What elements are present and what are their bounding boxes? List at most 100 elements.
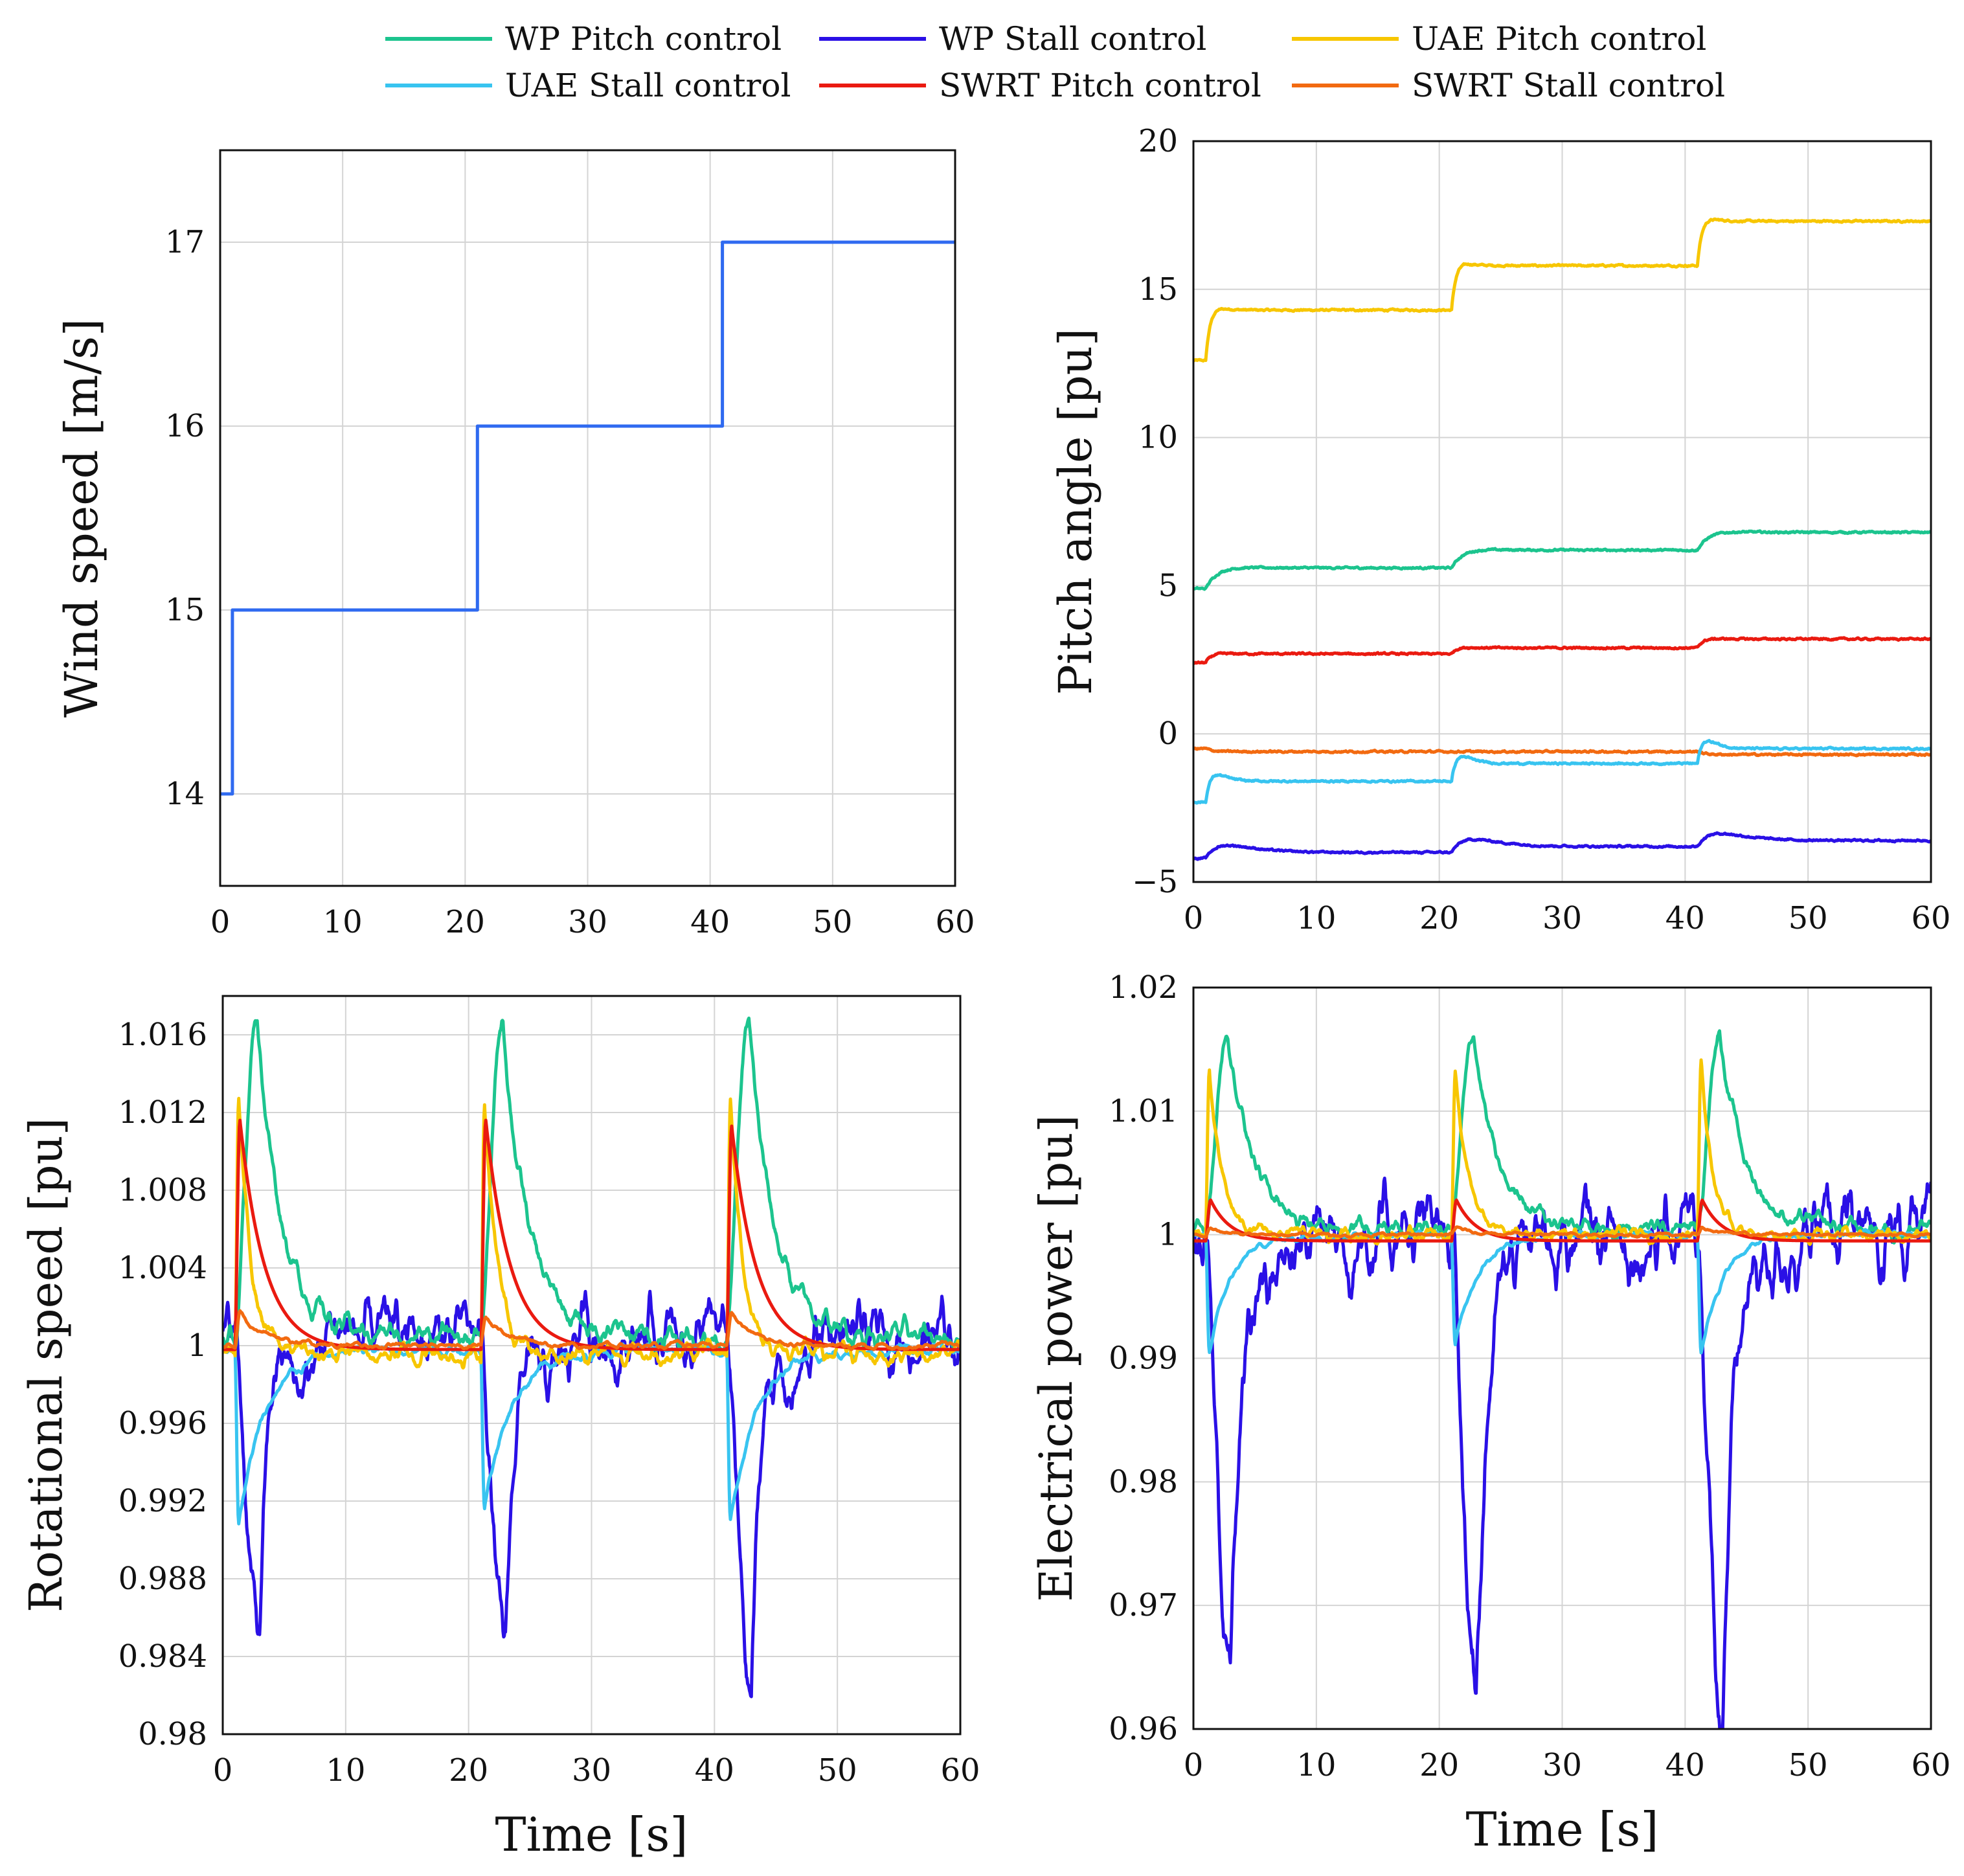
legend-label: WP Pitch control (505, 20, 782, 58)
plot-frame (1192, 140, 1932, 883)
x-tick-label: 40 (1665, 900, 1705, 936)
panel-wind: 0 10 20 30 40 50 60 14 15 16 17 Wind speed [m/s] (55, 149, 975, 940)
series-group (1193, 1029, 1931, 1729)
series-line (1193, 739, 1931, 805)
legend-label: SWRT Stall control (1412, 67, 1725, 104)
y-tick-label: 14 (165, 776, 205, 812)
y-tick-label: 1 (187, 1328, 207, 1364)
x-tick-label: 20 (1419, 1747, 1459, 1783)
x-tick-label: 30 (572, 1752, 611, 1789)
x-tick-label: 10 (323, 904, 363, 940)
x-tick-label: 30 (1542, 1747, 1582, 1783)
x-tick-label: 50 (813, 904, 852, 940)
x-tick-label: 60 (940, 1752, 980, 1789)
series-line (220, 240, 955, 796)
y-tick-label: 15 (165, 592, 205, 628)
x-tick-label: 60 (1911, 900, 1950, 936)
x-tick-label: 30 (568, 904, 607, 940)
y-tick-label: 1 (1158, 1217, 1178, 1253)
y-tick-label: 0.992 (119, 1483, 207, 1519)
y-tick-label: −5 (1132, 864, 1178, 900)
y-tick-label: 20 (1138, 123, 1178, 159)
y-tick-label: 1.008 (119, 1172, 207, 1208)
x-tick-label: 20 (446, 904, 485, 940)
plot-frame (1192, 986, 1932, 1730)
y-tick-label: 0.98 (1109, 1464, 1178, 1500)
legend: WP Pitch control WP Stall control UAE Pitc… (385, 20, 1725, 104)
plot-frame (219, 149, 956, 887)
legend-label: UAE Stall control (505, 67, 791, 104)
y-tick-label: 1.01 (1109, 1093, 1178, 1129)
legend-entry: SWRT Pitch control (819, 67, 1261, 104)
x-tick-label: 10 (1296, 900, 1336, 936)
y-tick-label: 0.996 (119, 1405, 207, 1441)
x-tick-label: 20 (1419, 900, 1459, 936)
legend-entry: WP Pitch control (385, 20, 782, 58)
legend-label: WP Stall control (939, 20, 1206, 58)
x-tick-label: 10 (1296, 1747, 1336, 1783)
y-tick-label: 1.02 (1109, 969, 1178, 1006)
x-tick-label: 20 (449, 1752, 488, 1789)
y-axis-title: Electrical power [pu] (1030, 1114, 1083, 1601)
x-tick-label: 0 (213, 1752, 233, 1789)
y-tick-label: 0.988 (119, 1561, 207, 1597)
series-line (1193, 529, 1931, 591)
y-tick-label: 1.016 (119, 1017, 207, 1053)
series-line (1193, 1225, 1931, 1239)
panel-power: 0 10 20 30 40 50 60 0.96 0.97 0.98 0.99 1 1.01 1.02 El… (1030, 969, 1951, 1857)
x-tick-label: 40 (1665, 1747, 1705, 1783)
series-group (220, 240, 955, 796)
x-tick-label: 30 (1542, 900, 1582, 936)
y-tick-label: 10 (1138, 420, 1178, 456)
x-tick-label: 50 (1789, 900, 1828, 936)
x-tick-label: 10 (326, 1752, 365, 1789)
series-group (1193, 217, 1931, 861)
series-line (223, 1309, 960, 1351)
legend-entry: UAE Pitch control (1292, 20, 1706, 58)
x-tick-label: 0 (1184, 1747, 1204, 1783)
x-axis-title: Time [s] (1466, 1802, 1659, 1857)
x-axis-title: Time [s] (495, 1807, 688, 1862)
y-tick-label: 5 (1158, 567, 1178, 604)
y-tick-label: 1.004 (119, 1250, 207, 1286)
x-tick-label: 40 (695, 1752, 734, 1789)
y-tick-label: 17 (165, 224, 205, 260)
plot-frame (221, 995, 962, 1735)
y-tick-label: 16 (165, 408, 205, 444)
y-axis-title: Rotational speed [pu] (19, 1118, 73, 1612)
y-tick-label: 0.99 (1109, 1340, 1178, 1377)
series-line (1193, 746, 1931, 758)
series-line (1193, 1029, 1931, 1245)
series-group (223, 1016, 960, 1699)
y-tick-label: 0.984 (119, 1638, 207, 1675)
legend-entry: WP Stall control (819, 20, 1206, 58)
x-tick-label: 40 (690, 904, 730, 940)
x-tick-label: 50 (818, 1752, 857, 1789)
legend-label: UAE Pitch control (1412, 20, 1706, 58)
legend-entry: UAE Stall control (385, 67, 791, 104)
x-tick-label: 50 (1789, 1747, 1828, 1783)
legend-entry: SWRT Stall control (1292, 67, 1725, 104)
series-line (223, 1016, 960, 1357)
y-axis-title: Pitch angle [pu] (1049, 328, 1102, 695)
y-tick-label: 0.97 (1109, 1587, 1178, 1623)
series-line (1193, 217, 1931, 363)
series-line (1193, 636, 1931, 665)
y-tick-label: 15 (1138, 271, 1178, 308)
y-tick-label: 0 (1158, 716, 1178, 752)
y-tick-label: 1.012 (119, 1094, 207, 1131)
x-tick-label: 60 (935, 904, 975, 940)
x-tick-label: 0 (210, 904, 231, 940)
x-tick-label: 0 (1184, 900, 1204, 936)
series-line (1193, 831, 1931, 861)
series-line (1193, 1198, 1931, 1243)
y-tick-label: 0.98 (138, 1716, 207, 1752)
legend-label: SWRT Pitch control (939, 67, 1261, 104)
panel-rot: 0 10 20 30 40 50 60 0.98 0.984 0.988 0.992 0.996 1 1.… (19, 995, 980, 1862)
y-axis-title: Wind speed [m/s] (55, 319, 108, 718)
y-tick-label: 0.96 (1109, 1711, 1178, 1747)
x-tick-label: 60 (1911, 1747, 1950, 1783)
